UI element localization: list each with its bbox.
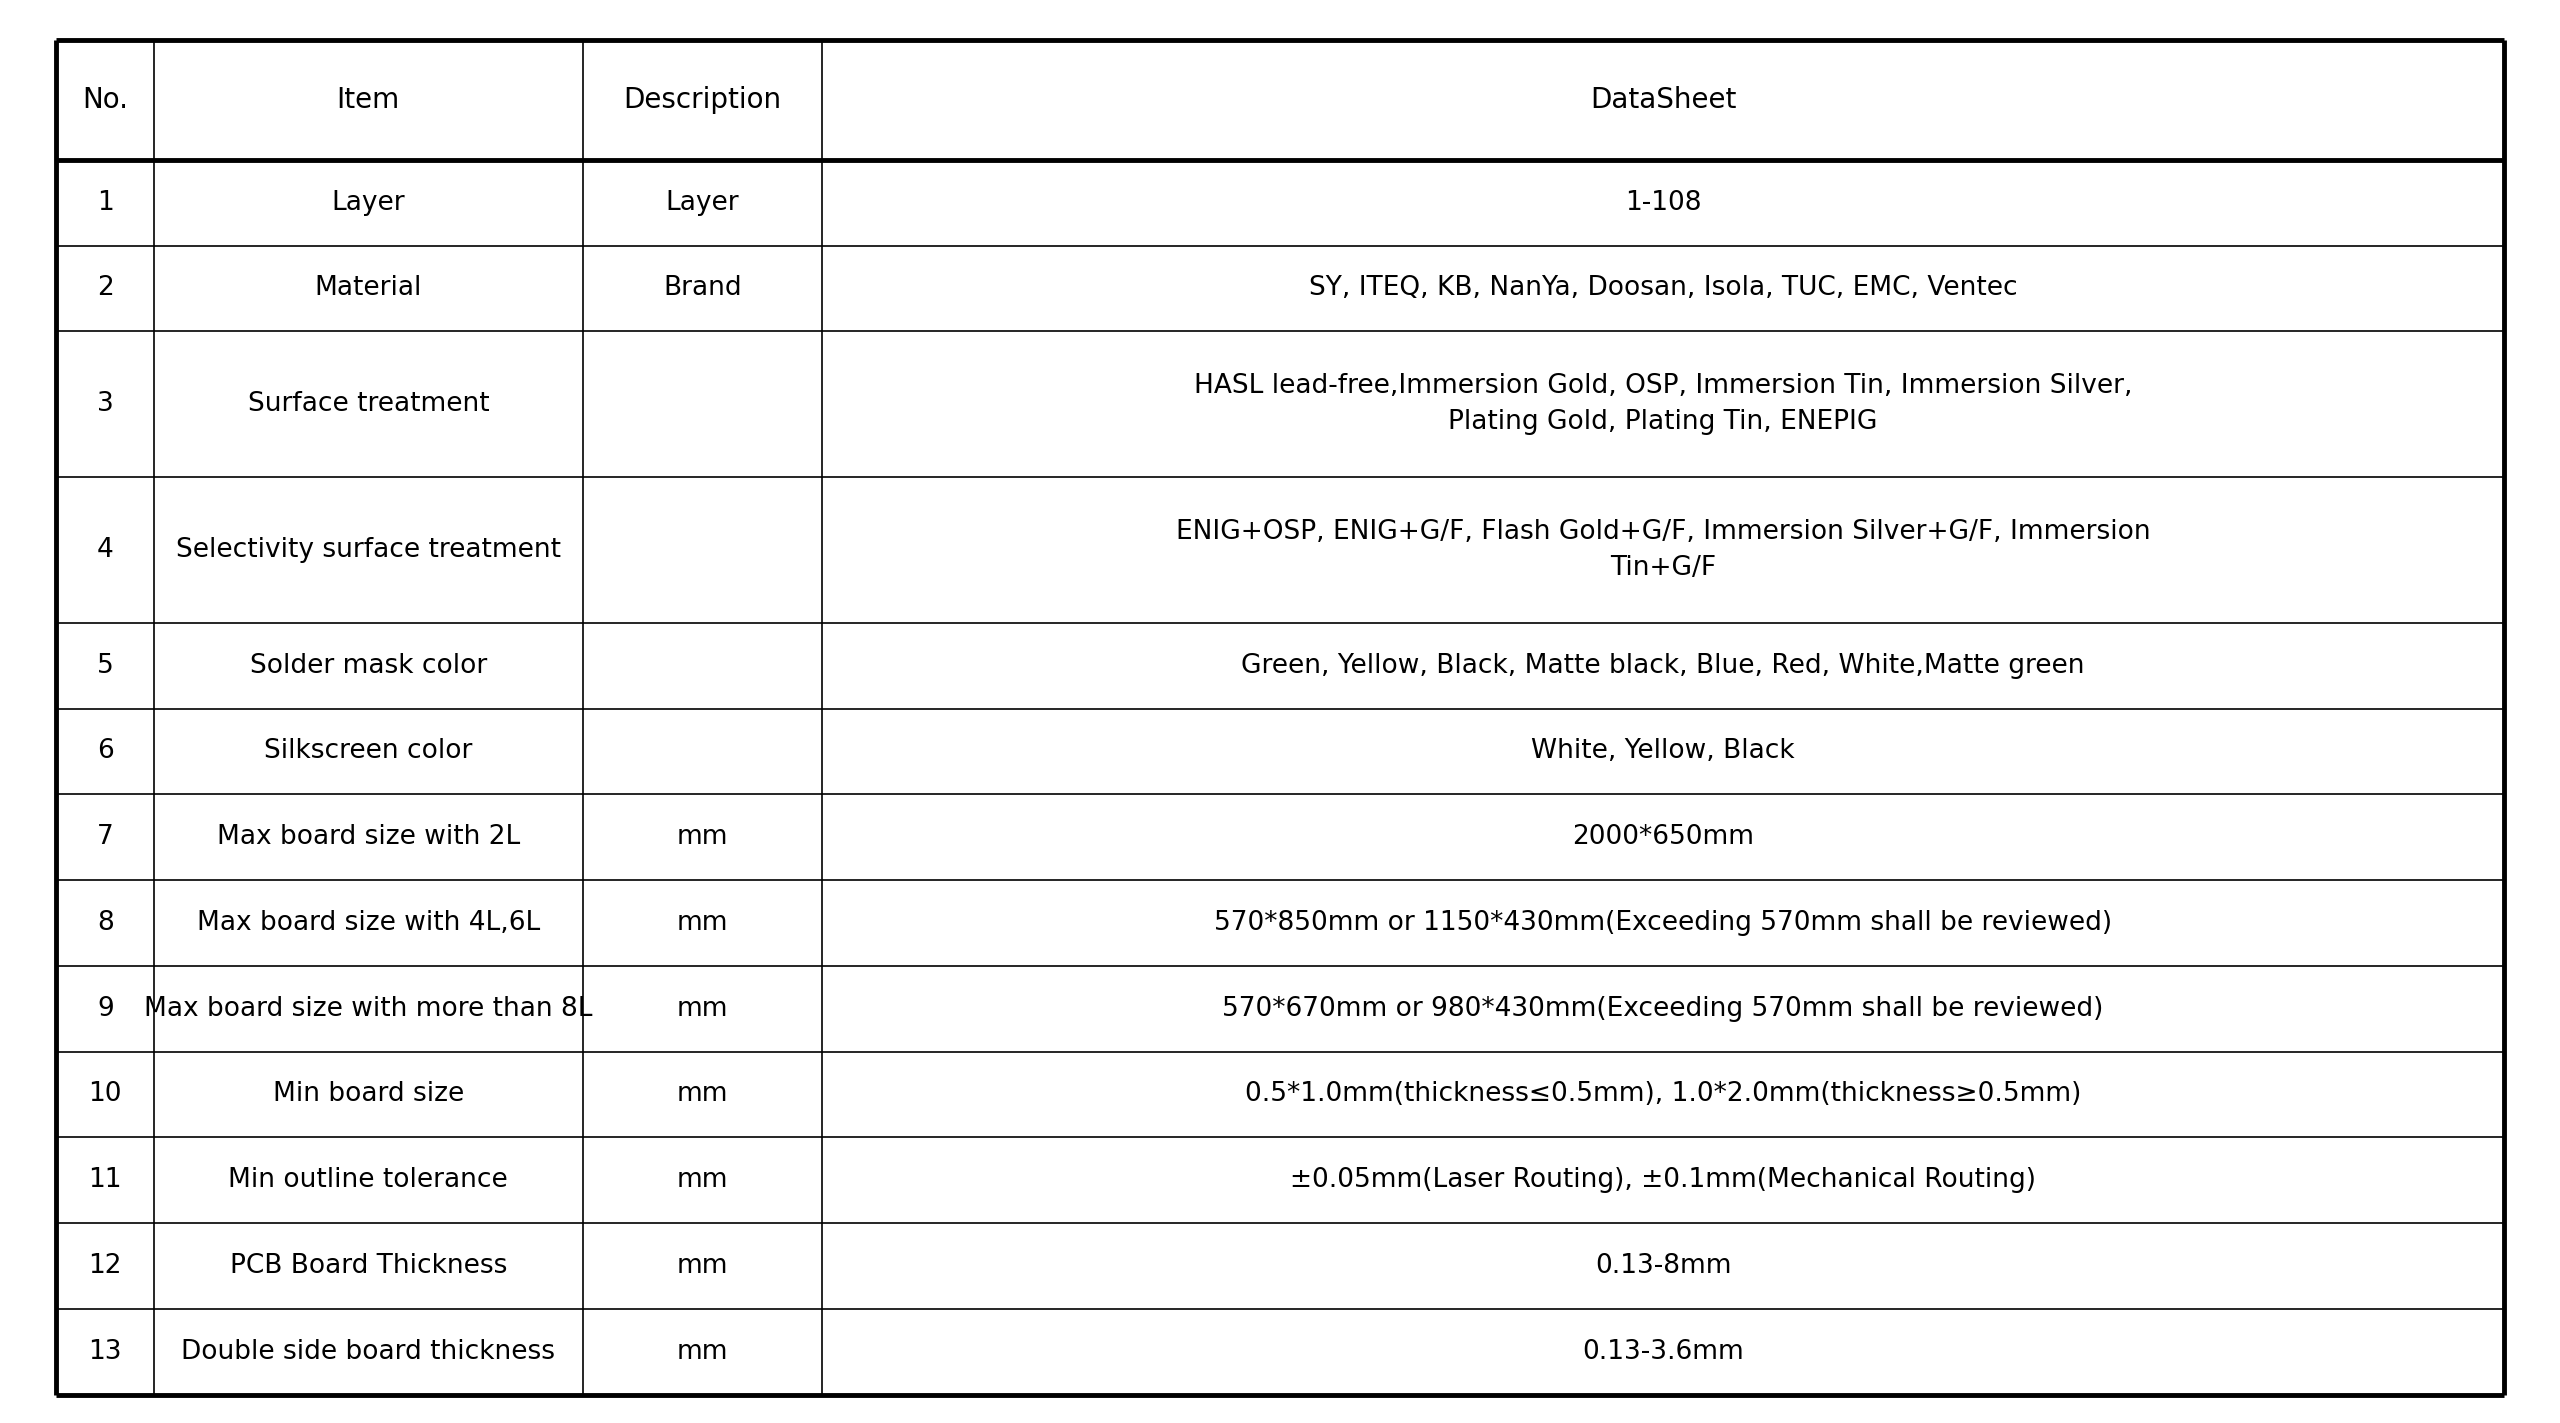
Text: mm: mm — [676, 1167, 727, 1194]
Text: mm: mm — [676, 996, 727, 1022]
Text: 2: 2 — [97, 276, 113, 302]
Text: 2000*650mm: 2000*650mm — [1572, 824, 1754, 850]
Text: White, Yellow, Black: White, Yellow, Black — [1531, 739, 1795, 764]
Text: 570*850mm or 1150*430mm(Exceeding 570mm shall be reviewed): 570*850mm or 1150*430mm(Exceeding 570mm … — [1213, 909, 2112, 936]
Text: 11: 11 — [90, 1167, 123, 1194]
Text: 6: 6 — [97, 739, 113, 764]
Text: PCB Board Thickness: PCB Board Thickness — [230, 1252, 507, 1279]
Text: 4: 4 — [97, 536, 113, 564]
Text: Layer: Layer — [666, 189, 740, 216]
Text: Silkscreen color: Silkscreen color — [264, 739, 474, 764]
Text: Max board size with 4L,6L: Max board size with 4L,6L — [197, 909, 540, 936]
Text: 13: 13 — [90, 1339, 123, 1365]
Text: 5: 5 — [97, 653, 113, 679]
Text: mm: mm — [676, 1252, 727, 1279]
Text: Max board size with 2L: Max board size with 2L — [218, 824, 520, 850]
Text: Min board size: Min board size — [274, 1081, 463, 1107]
Text: mm: mm — [676, 824, 727, 850]
Text: Min outline tolerance: Min outline tolerance — [228, 1167, 509, 1194]
Text: Material: Material — [315, 276, 422, 302]
Text: Layer: Layer — [333, 189, 404, 216]
Text: 1-108: 1-108 — [1626, 189, 1702, 216]
Text: DataSheet: DataSheet — [1590, 85, 1736, 114]
Text: 10: 10 — [90, 1081, 123, 1107]
Text: 7: 7 — [97, 824, 113, 850]
Text: ENIG+OSP, ENIG+G/F, Flash Gold+G/F, Immersion Silver+G/F, Immersion
Tin+G/F: ENIG+OSP, ENIG+G/F, Flash Gold+G/F, Imme… — [1175, 519, 2150, 581]
Text: 1: 1 — [97, 189, 113, 216]
Text: Item: Item — [338, 85, 399, 114]
Text: mm: mm — [676, 909, 727, 936]
Text: 0.13-3.6mm: 0.13-3.6mm — [1582, 1339, 1743, 1365]
Text: 570*670mm or 980*430mm(Exceeding 570mm shall be reviewed): 570*670mm or 980*430mm(Exceeding 570mm s… — [1221, 996, 2104, 1022]
Text: mm: mm — [676, 1081, 727, 1107]
Text: Brand: Brand — [663, 276, 742, 302]
Text: 8: 8 — [97, 909, 113, 936]
Text: Solder mask color: Solder mask color — [251, 653, 486, 679]
Text: Selectivity surface treatment: Selectivity surface treatment — [177, 536, 561, 564]
Text: Double side board thickness: Double side board thickness — [182, 1339, 556, 1365]
Text: Green, Yellow, Black, Matte black, Blue, Red, White,Matte green: Green, Yellow, Black, Matte black, Blue,… — [1242, 653, 2084, 679]
Text: mm: mm — [676, 1339, 727, 1365]
Text: 9: 9 — [97, 996, 113, 1022]
Text: Description: Description — [625, 85, 781, 114]
Text: 0.13-8mm: 0.13-8mm — [1595, 1252, 1731, 1279]
Text: 12: 12 — [90, 1252, 123, 1279]
Text: ±0.05mm(Laser Routing), ±0.1mm(Mechanical Routing): ±0.05mm(Laser Routing), ±0.1mm(Mechanica… — [1290, 1167, 2035, 1194]
Text: 0.5*1.0mm(thickness≤0.5mm), 1.0*2.0mm(thickness≥0.5mm): 0.5*1.0mm(thickness≤0.5mm), 1.0*2.0mm(th… — [1244, 1081, 2081, 1107]
Text: Max board size with more than 8L: Max board size with more than 8L — [143, 996, 591, 1022]
Text: HASL lead-free,Immersion Gold, OSP, Immersion Tin, Immersion Silver,
Plating Gol: HASL lead-free,Immersion Gold, OSP, Imme… — [1193, 373, 2132, 435]
Text: SY, ITEQ, KB, NanYa, Doosan, Isola, TUC, EMC, Ventec: SY, ITEQ, KB, NanYa, Doosan, Isola, TUC,… — [1308, 276, 2017, 302]
Text: 3: 3 — [97, 391, 113, 417]
Text: No.: No. — [82, 85, 128, 114]
Text: Surface treatment: Surface treatment — [248, 391, 489, 417]
